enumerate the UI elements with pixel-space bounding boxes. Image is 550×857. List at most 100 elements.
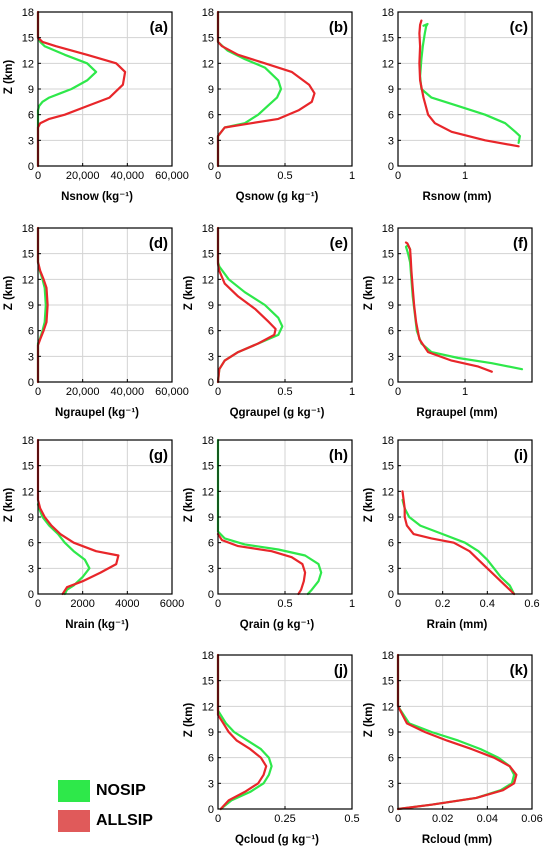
- tick-label-y: 6: [208, 110, 214, 122]
- legend-label-nosip: NOSIP: [96, 782, 146, 799]
- panel-label: (b): [329, 19, 348, 36]
- panel-label: (e): [330, 235, 348, 252]
- tick-label-y: 12: [382, 486, 394, 498]
- tick-label-y: 12: [382, 701, 394, 713]
- tick-label-x: 0: [215, 386, 221, 398]
- legend-item-allsip: ALLSIP: [58, 810, 188, 832]
- series-line-nosip: [216, 438, 323, 596]
- tick-label-y: 9: [28, 300, 34, 312]
- tick-label-y: 0: [28, 377, 34, 389]
- tick-label-y: 18: [382, 650, 394, 662]
- tick-label-y: 3: [208, 778, 214, 790]
- tick-label-x: 0.6: [524, 598, 539, 610]
- series-line-allsip: [36, 438, 120, 596]
- tick-label-y: 6: [388, 326, 394, 338]
- tick-label-x: 1: [462, 170, 468, 182]
- series-line-allsip: [36, 10, 127, 168]
- tick-label-y: 12: [202, 701, 214, 713]
- tick-label-y: 9: [208, 512, 214, 524]
- tick-label-x: 60,000: [155, 170, 189, 182]
- tick-label-y: 18: [202, 435, 214, 447]
- tick-label-x: 0.25: [274, 813, 295, 825]
- tick-label-x: 40,000: [111, 170, 145, 182]
- tick-label-y: 3: [388, 563, 394, 575]
- tick-label-y: 18: [22, 435, 34, 447]
- panel-h: 0 0.5 1 0 3 6 9 12 15 18 (h) Qrain (g kg⁻¹) Z (km): [183, 435, 355, 631]
- panel-label: (g): [149, 447, 168, 464]
- series-line-nosip: [216, 653, 273, 811]
- tick-label-x: 0: [395, 170, 401, 182]
- series-line-allsip: [216, 226, 277, 384]
- tick-label-x: 40,000: [111, 386, 145, 398]
- y-axis-label: Z (km): [3, 276, 15, 311]
- tick-label-y: 0: [208, 161, 214, 173]
- panel-label: (k): [510, 662, 528, 679]
- tick-label-y: 12: [22, 274, 34, 286]
- tick-label-x: 20,000: [66, 386, 100, 398]
- tick-label-x: 0.4: [480, 598, 495, 610]
- y-axis-label: Z (km): [363, 276, 375, 311]
- tick-label-x: 60,000: [155, 386, 189, 398]
- tick-label-x: 2000: [70, 598, 94, 610]
- y-axis-label: Z (km): [3, 488, 15, 523]
- tick-label-x: 0.2: [435, 598, 450, 610]
- y-axis-label: Z (km): [183, 488, 195, 523]
- tick-label-y: 6: [388, 753, 394, 765]
- series-line-allsip: [216, 10, 316, 168]
- x-axis-label: Qgraupel (g kg⁻¹): [230, 407, 325, 419]
- tick-label-x: 0.06: [521, 813, 542, 825]
- tick-label-x: 20,000: [66, 170, 100, 182]
- tick-label-x: 0.02: [432, 813, 453, 825]
- tick-label-y: 9: [388, 300, 394, 312]
- tick-label-y: 12: [382, 58, 394, 70]
- panel-i: 0 0.2 0.4 0.6 0 3 6 9 12 15 18 (i) Rrain (mm) Z (km): [363, 435, 540, 631]
- panel-label: (c): [510, 19, 528, 36]
- series-line-nosip: [419, 22, 522, 144]
- tick-label-x: 0: [35, 598, 41, 610]
- tick-label-x: 0.5: [277, 598, 292, 610]
- tick-label-y: 18: [382, 435, 394, 447]
- tick-label-x: 0: [215, 813, 221, 825]
- x-axis-label: Nsnow (kg⁻¹): [61, 191, 133, 203]
- tick-label-y: 12: [22, 58, 34, 70]
- tick-label-y: 12: [202, 58, 214, 70]
- tick-label-y: 18: [22, 223, 34, 235]
- tick-label-y: 12: [22, 486, 34, 498]
- tick-label-y: 15: [202, 33, 214, 45]
- tick-label-y: 0: [208, 804, 214, 816]
- tick-label-x: 1: [349, 170, 355, 182]
- panel-label: (a): [150, 19, 168, 36]
- tick-label-x: 0: [215, 170, 221, 182]
- tick-label-y: 9: [208, 300, 214, 312]
- tick-label-y: 3: [388, 778, 394, 790]
- tick-label-y: 12: [202, 274, 214, 286]
- legend-label-allsip: ALLSIP: [96, 812, 153, 829]
- series-line-allsip: [418, 19, 520, 148]
- x-axis-label: Rrain (mm): [427, 619, 488, 631]
- tick-label-y: 6: [388, 538, 394, 550]
- tick-label-y: 9: [28, 84, 34, 96]
- tick-label-y: 0: [388, 804, 394, 816]
- tick-label-x: 0: [395, 598, 401, 610]
- x-axis-label: Ngraupel (kg⁻¹): [55, 407, 139, 419]
- panel-label: (i): [514, 447, 528, 464]
- tick-label-y: 12: [202, 486, 214, 498]
- tick-label-y: 0: [388, 161, 394, 173]
- panel-e: 0 0.5 1 0 3 6 9 12 15 18 (e) Qgraupel (g kg⁻¹) Z (km…: [183, 223, 355, 419]
- tick-label-y: 6: [388, 110, 394, 122]
- tick-label-y: 15: [382, 249, 394, 261]
- x-axis-label: Nrain (kg⁻¹): [65, 619, 129, 631]
- tick-label-y: 15: [22, 33, 34, 45]
- tick-label-y: 18: [382, 7, 394, 19]
- panel-g: 0 2000 4000 6000 0 3 6 9 12 15 18 (g) Nrain (kg⁻¹) Z …: [3, 435, 184, 631]
- tick-label-x: 0.5: [277, 170, 292, 182]
- panel-d: 0 20,000 40,000 60,000 0 3 6 9 12 15 18 (d) Ngraupel…: [3, 223, 189, 419]
- panel-a: 0 20,000 40,000 60,000 0 3 6 9 12 15 18 (a) Nsnow (k…: [3, 7, 189, 203]
- tick-label-y: 0: [28, 589, 34, 601]
- tick-label-y: 15: [202, 676, 214, 688]
- series-line-allsip: [216, 653, 268, 811]
- tick-label-y: 9: [28, 512, 34, 524]
- tick-label-y: 18: [382, 223, 394, 235]
- panel-c: 0 1 0 3 6 9 12 15 18 (c) Rsnow (mm): [382, 7, 533, 203]
- panel-b: 0 0.5 1 0 3 6 9 12 15 18 (b) Qsnow (g kg⁻¹): [202, 7, 355, 203]
